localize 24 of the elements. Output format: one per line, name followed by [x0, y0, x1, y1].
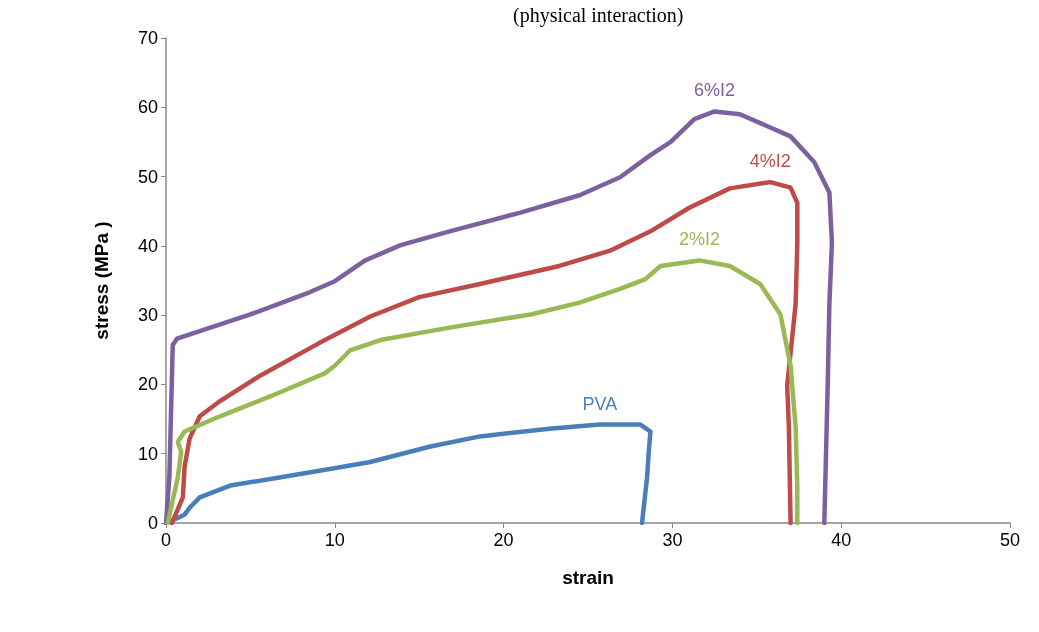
x-tick-label: 10 — [324, 530, 345, 550]
y-tick-label: 40 — [137, 235, 158, 256]
series-label: PVA — [582, 393, 618, 414]
series-label: 6%I2 — [694, 80, 736, 101]
y-tick-label: 0 — [147, 513, 158, 533]
y-tick-label: 10 — [137, 443, 158, 464]
x-tick-label: 40 — [831, 530, 852, 550]
line-series — [163, 109, 835, 526]
x-tick-label: 30 — [662, 530, 683, 550]
x-tick-label: 20 — [493, 530, 514, 550]
y-tick-label: 30 — [137, 305, 158, 326]
y-tick-label: 50 — [137, 166, 158, 187]
series-label: 2%I2 — [678, 229, 720, 250]
series-label: 4%I2 — [749, 151, 791, 172]
y-tick-label: 70 — [137, 28, 158, 48]
y-axis-title: stress (MPa ) — [91, 221, 112, 340]
x-axis-title: strain — [562, 567, 614, 588]
line-series — [169, 179, 800, 526]
x-tick-label: 50 — [999, 530, 1021, 550]
y-tick-label: 60 — [137, 97, 158, 118]
chart-title: (physical interaction) — [513, 4, 684, 27]
y-tick-label: 20 — [137, 374, 158, 395]
line-series — [165, 258, 800, 526]
x-tick-label: 0 — [160, 530, 172, 550]
